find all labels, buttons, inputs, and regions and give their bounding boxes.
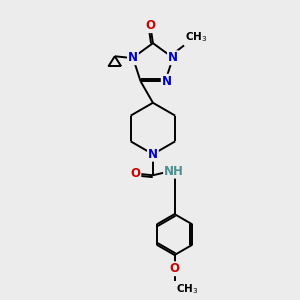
Text: N: N [128,51,138,64]
Text: N: N [162,75,172,88]
Text: CH$_3$: CH$_3$ [176,283,199,296]
Text: N: N [148,148,158,161]
Text: O: O [169,262,179,275]
Text: O: O [130,167,140,180]
Text: NH: NH [164,165,184,178]
Text: N: N [168,51,178,64]
Text: O: O [146,19,156,32]
Text: CH$_3$: CH$_3$ [185,30,208,44]
